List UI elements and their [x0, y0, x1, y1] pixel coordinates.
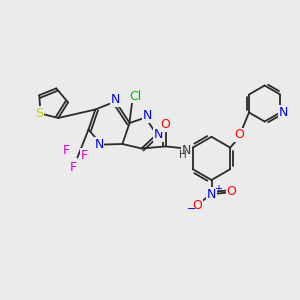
Text: S: S — [35, 107, 43, 120]
Text: H: H — [179, 149, 187, 160]
Text: O: O — [227, 184, 236, 198]
Text: N: N — [153, 128, 163, 141]
Text: F: F — [70, 160, 77, 174]
Text: N: N — [279, 106, 289, 119]
Text: O: O — [234, 128, 244, 142]
Text: O: O — [161, 118, 170, 131]
Text: Cl: Cl — [129, 89, 141, 103]
Text: N: N — [207, 188, 216, 201]
Text: N: N — [111, 93, 120, 106]
Text: −: − — [186, 204, 196, 214]
Text: O: O — [192, 199, 202, 212]
Text: F: F — [80, 148, 88, 162]
Text: N: N — [94, 138, 104, 151]
Text: F: F — [62, 144, 70, 158]
Text: +: + — [214, 184, 222, 194]
Text: N: N — [182, 144, 192, 157]
Text: N: N — [142, 109, 152, 122]
